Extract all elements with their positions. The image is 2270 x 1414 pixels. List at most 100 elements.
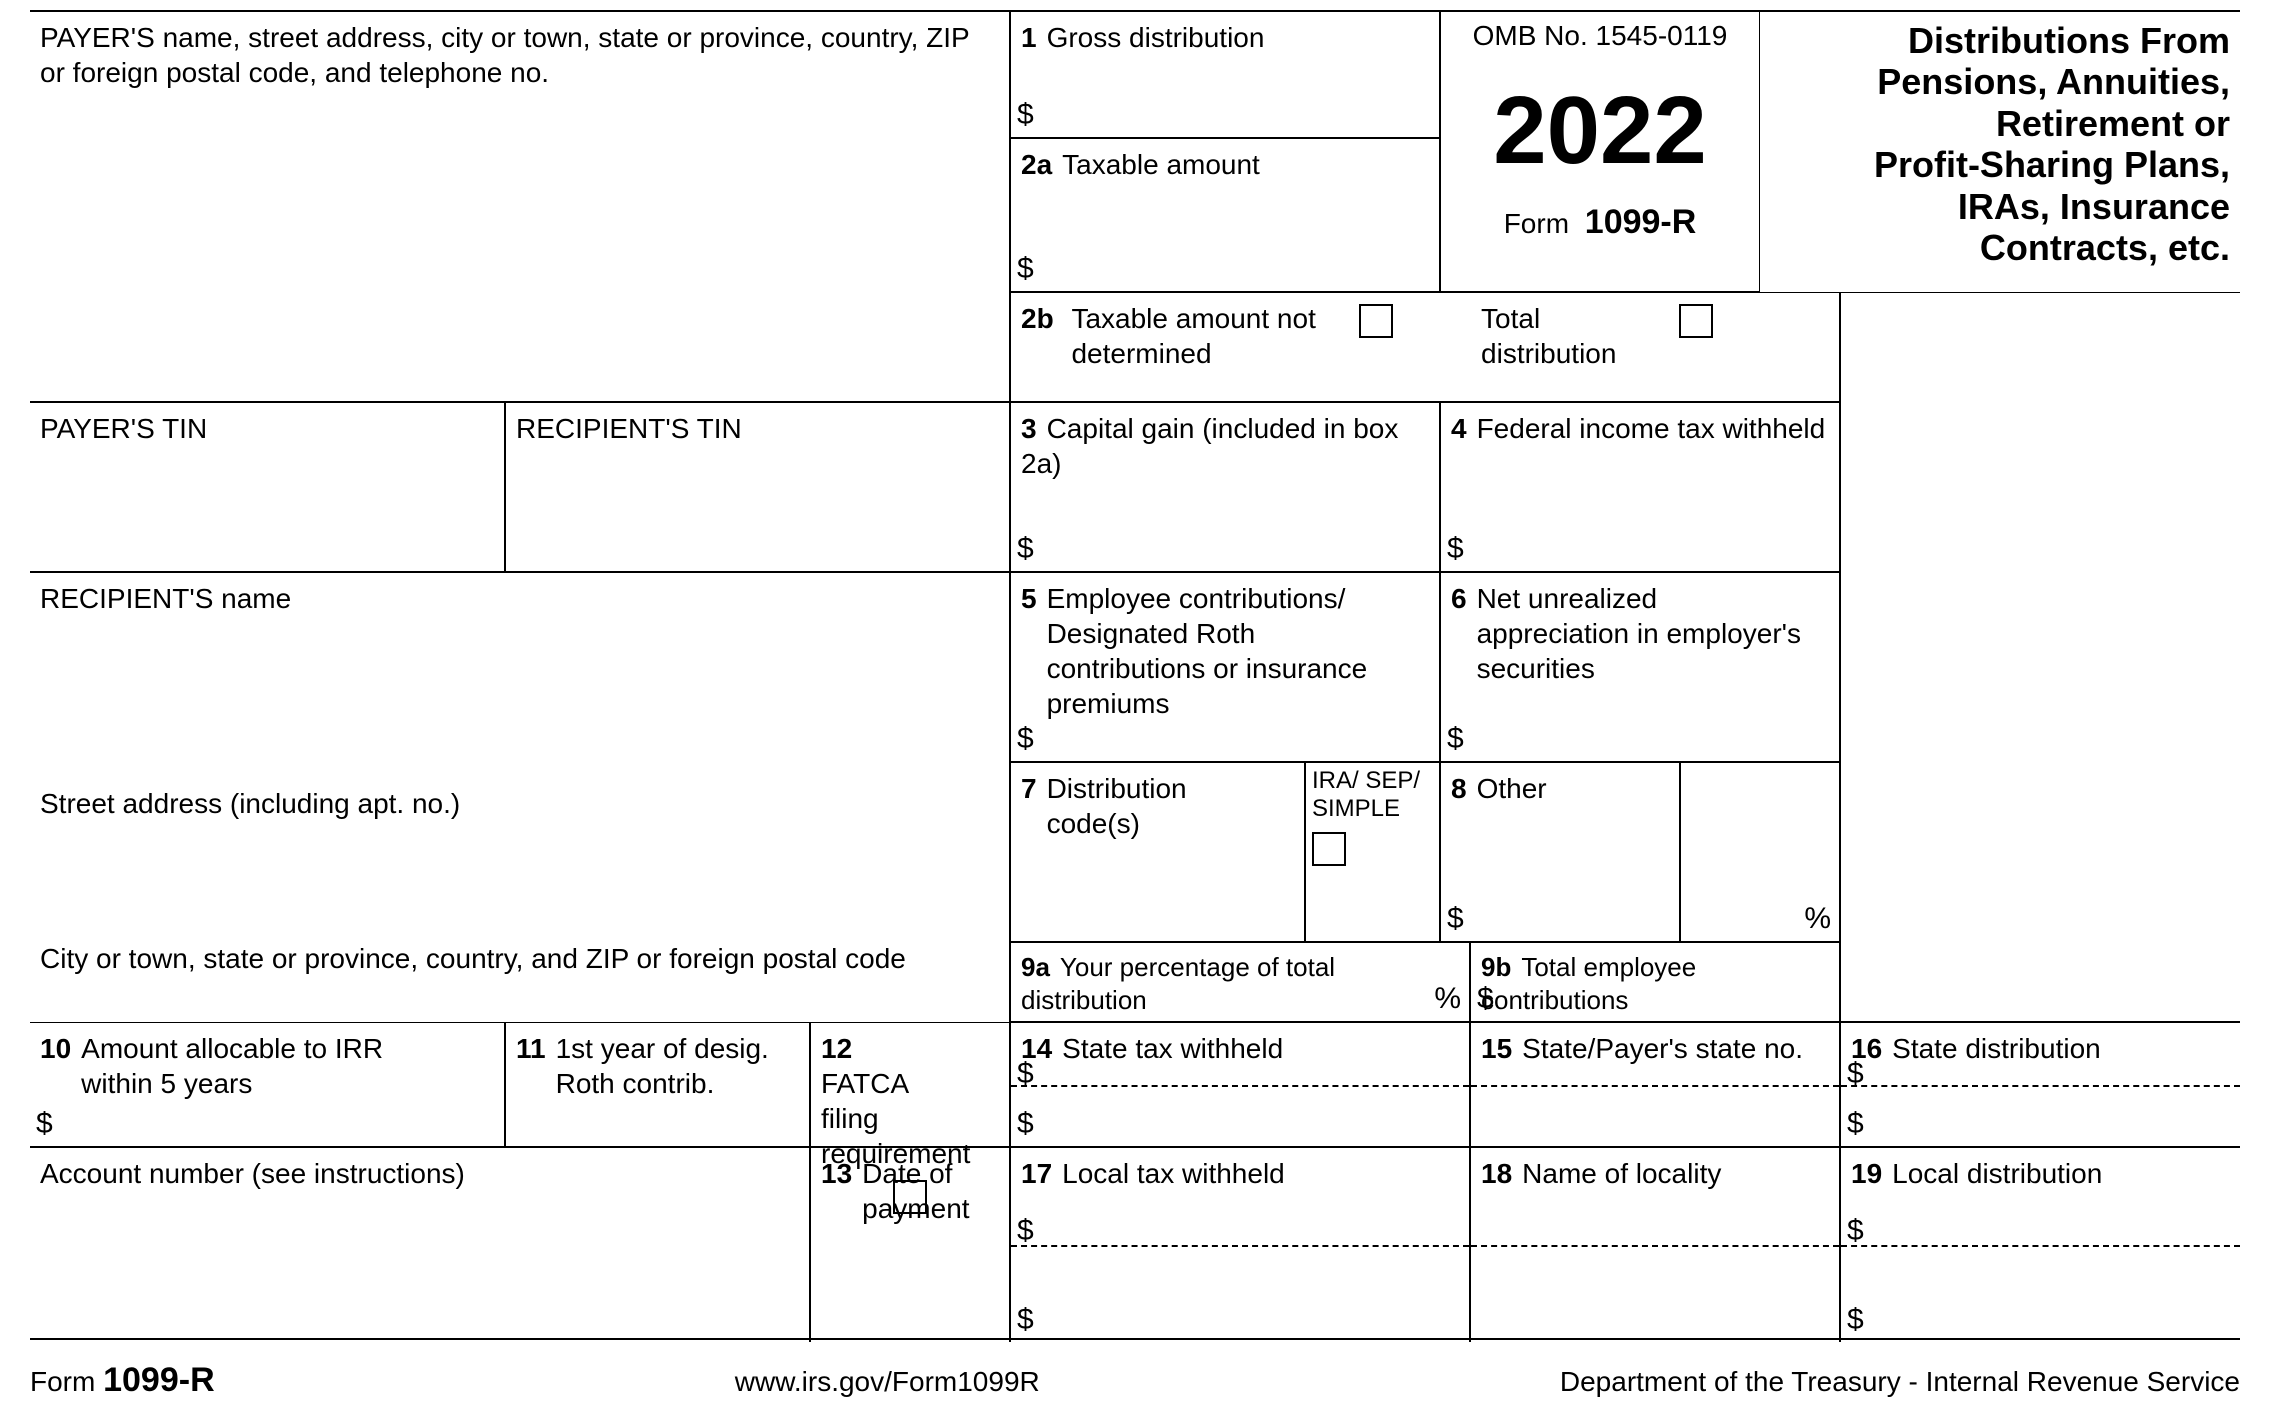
box-4-label: Federal income tax withheld <box>1477 413 1826 444</box>
label-ira-sep-simple: IRA/ SEP/ SIMPLE <box>1312 767 1433 822</box>
dollar-sign: $ <box>1847 1212 1864 1250</box>
form-grid: PAYER'S name, street address, city or to… <box>30 10 2240 1340</box>
label-recipient-name: RECIPIENT'S name <box>40 581 999 616</box>
dollar-sign: $ <box>1847 1055 1864 1093</box>
checkbox-taxable-not-determined[interactable] <box>1359 304 1393 338</box>
box-9b[interactable]: 9bTotal employee contributions $ <box>1470 942 1840 1022</box>
box-2b[interactable]: 2b Taxable amount not determined Total d… <box>1010 292 1840 402</box>
box-1-gross-distribution[interactable]: 1Gross distribution $ <box>1010 12 1440 138</box>
box-6-num: 6 <box>1451 581 1467 616</box>
percent-sign: % <box>1804 900 1831 938</box>
checkbox-total-distribution[interactable] <box>1679 304 1713 338</box>
footer-form-prefix: Form <box>30 1366 95 1397</box>
box-14-state-tax[interactable]: 14State tax withheld $ $ <box>1010 1022 1470 1147</box>
box-16-state-dist[interactable]: 16State distribution $ $ <box>1840 1022 2240 1147</box>
box-2b-right-label: Total distribution <box>1481 301 1671 371</box>
dollar-sign: $ <box>36 1105 53 1143</box>
dollar-sign: $ <box>1017 1212 1034 1250</box>
label-account-number: Account number (see instructions) <box>40 1158 465 1189</box>
form-1099r: PAYER'S name, street address, city or to… <box>0 0 2270 1414</box>
checkbox-ira-sep-simple[interactable] <box>1312 832 1346 866</box>
box-18-locality[interactable]: 18 Name of locality <box>1470 1147 1840 1342</box>
box-2b-num: 2b <box>1021 301 1054 336</box>
title-line: Retirement or <box>1770 103 2230 144</box>
box-8-percent[interactable]: % <box>1680 762 1840 942</box>
box-13-num: 13 <box>821 1156 852 1191</box>
dollar-sign: $ <box>1017 530 1034 568</box>
footer-right: Department of the Treasury - Internal Re… <box>1560 1366 2240 1398</box>
box-12-fatca[interactable]: 12FATCA filing requirement <box>810 1022 1010 1147</box>
dollar-sign: $ <box>1017 96 1034 134</box>
box-18-label: Name of locality <box>1522 1158 1721 1189</box>
box-2a-num: 2a <box>1021 147 1052 182</box>
tax-year: 2022 <box>1451 83 1749 179</box>
box-18-num: 18 <box>1481 1156 1512 1191</box>
label-recipient-tin: RECIPIENT'S TIN <box>516 413 742 444</box>
footer-center: www.irs.gov/Form1099R <box>735 1366 1040 1398</box>
box-19-num: 19 <box>1851 1156 1882 1191</box>
box-8-label: Other <box>1477 773 1547 804</box>
dollar-sign: $ <box>1447 900 1464 938</box>
box-4-fed-withheld[interactable]: 4Federal income tax withheld $ <box>1440 402 1840 572</box>
dollar-sign: $ <box>1017 1055 1034 1093</box>
box-15-state-no[interactable]: 15 State/Payer's state no. <box>1470 1022 1840 1147</box>
title-line: Pensions, Annuities, <box>1770 61 2230 102</box>
form-title: Distributions From Pensions, Annuities, … <box>1760 12 2240 292</box>
form-prefix: Form <box>1504 208 1569 239</box>
box-3-num: 3 <box>1021 411 1037 446</box>
box-5-employee-contrib[interactable]: 5 Employee contributions/ Designated Roth… <box>1010 572 1440 762</box>
form-footer: Form 1099-R www.irs.gov/Form1099R Depart… <box>30 1361 2240 1400</box>
box-7-num: 7 <box>1021 771 1037 806</box>
box-9a-label: Your percentage of total distribution <box>1021 952 1335 1015</box>
box-16-label: State distribution <box>1892 1033 2101 1064</box>
box-14-label: State tax withheld <box>1062 1033 1283 1064</box>
box-8-other[interactable]: 8 Other $ <box>1440 762 1680 942</box>
box-3-capital-gain[interactable]: 3Capital gain (included in box 2a) $ <box>1010 402 1440 572</box>
box-10-num: 10 <box>40 1031 71 1066</box>
label-city: City or town, state or province, country… <box>40 941 999 976</box>
box-11-roth-year[interactable]: 111st year of desig. Roth contrib. <box>505 1022 810 1147</box>
box-6-net-unrealized[interactable]: 6Net unrealized appreciation in employer… <box>1440 572 1840 762</box>
box-recipient-block[interactable]: RECIPIENT'S name Street address (includi… <box>30 572 1010 1022</box>
box-right-reserved <box>1840 292 2240 1022</box>
dollar-sign: $ <box>1017 1105 1034 1143</box>
box-10-irr[interactable]: 10 Amount allocable to IRR within 5 years… <box>30 1022 505 1147</box>
footer-left: Form 1099-R <box>30 1361 215 1400</box>
box-9a-num: 9a <box>1021 951 1050 984</box>
box-19-local-dist[interactable]: 19 Local distribution $ $ <box>1840 1147 2240 1342</box>
box-3-label: Capital gain (included in box 2a) <box>1021 413 1398 479</box>
box-payer-tin[interactable]: PAYER'S TIN <box>30 402 505 572</box>
dollar-sign: $ <box>1847 1301 1864 1339</box>
footer-form-number: 1099-R <box>103 1361 215 1399</box>
box-payer-address[interactable]: PAYER'S name, street address, city or to… <box>30 12 1010 402</box>
box-ira-sep-simple[interactable]: IRA/ SEP/ SIMPLE <box>1305 762 1440 942</box>
box-11-num: 11 <box>516 1031 546 1066</box>
box-2a-taxable-amount[interactable]: 2aTaxable amount $ <box>1010 138 1440 292</box>
box-15-num: 15 <box>1481 1031 1512 1066</box>
box-year: OMB No. 1545-0119 2022 Form 1099-R <box>1440 12 1760 292</box>
box-17-local-tax[interactable]: 17Local tax withheld $ $ <box>1010 1147 1470 1342</box>
box-10-label: Amount allocable to IRR within 5 years <box>81 1031 461 1101</box>
box-recipient-tin[interactable]: RECIPIENT'S TIN <box>505 402 1010 572</box>
box-2b-left-label: Taxable amount not determined <box>1071 301 1351 371</box>
box-13-label: Date of payment <box>862 1156 982 1226</box>
box-2a-label: Taxable amount <box>1062 149 1260 180</box>
box-13-date-payment[interactable]: 13 Date of payment <box>810 1147 1010 1342</box>
box-1-label: Gross distribution <box>1047 22 1265 53</box>
label-payer-address: PAYER'S name, street address, city or to… <box>40 22 969 88</box>
box-9a[interactable]: 9aYour percentage of total distribution … <box>1010 942 1470 1022</box>
title-line: Distributions From <box>1770 20 2230 61</box>
box-account-number[interactable]: Account number (see instructions) <box>30 1147 810 1342</box>
box-8-num: 8 <box>1451 771 1467 806</box>
dollar-sign: $ <box>1477 980 1494 1018</box>
box-17-num: 17 <box>1021 1156 1052 1191</box>
box-7-dist-codes[interactable]: 7Distribution code(s) <box>1010 762 1305 942</box>
box-15-label: State/Payer's state no. <box>1522 1033 1803 1064</box>
box-5-label: Employee contributions/ Designated Roth … <box>1047 581 1397 721</box>
title-line: Profit-Sharing Plans, <box>1770 144 2230 185</box>
box-19-label: Local distribution <box>1892 1158 2102 1189</box>
dollar-sign: $ <box>1447 720 1464 758</box>
dollar-sign: $ <box>1017 1301 1034 1339</box>
omb-number: OMB No. 1545-0119 <box>1451 18 1749 53</box>
box-5-num: 5 <box>1021 581 1037 616</box>
